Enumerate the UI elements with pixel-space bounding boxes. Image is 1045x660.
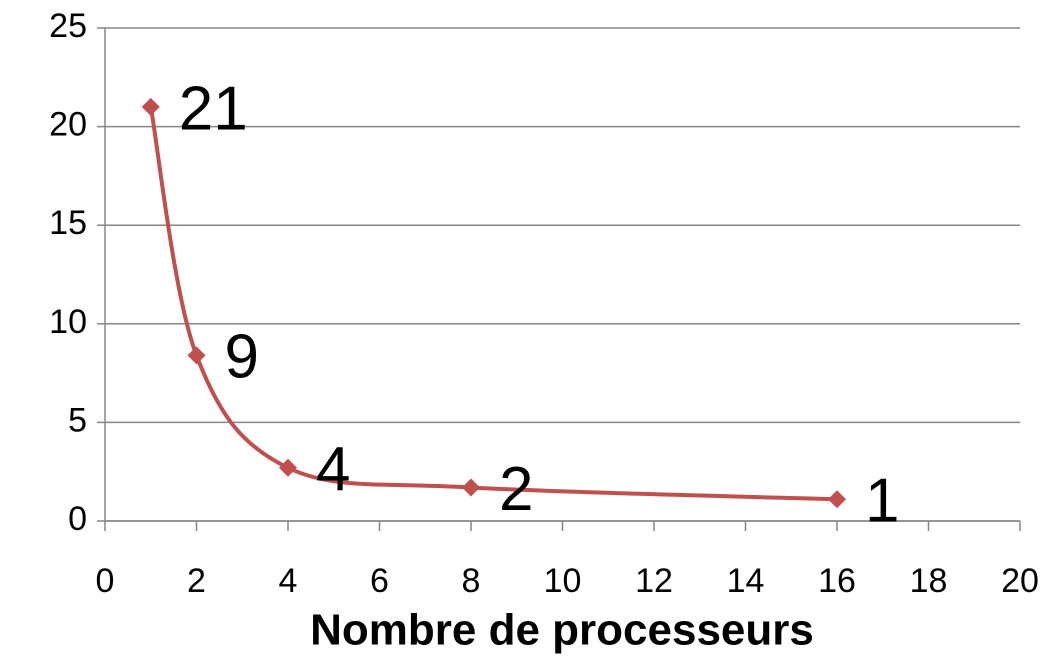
x-tick-label: 10 [544,562,582,600]
data-label: 21 [179,74,248,143]
x-tick-label: 2 [187,562,206,600]
data-label: 1 [865,467,899,536]
y-tick-label: 15 [49,204,87,242]
data-label: 9 [225,323,259,392]
x-tick-label: 8 [462,562,481,600]
data-point [279,458,297,477]
data-point [828,490,846,509]
x-tick-label: 14 [727,562,765,600]
series-line [148,106,838,502]
data-point [187,346,206,365]
x-tick-label: 20 [1001,562,1039,600]
y-tick-label: 25 [49,7,87,45]
data-point [141,97,160,116]
y-tick-label: 20 [49,106,87,144]
x-tick-label: 6 [370,562,389,600]
x-tick-label: 12 [635,562,673,600]
x-axis-label: Nombre de processeurs [310,606,814,655]
data-point [462,478,480,497]
y-tick-label: 5 [68,401,87,439]
data-label: 4 [316,435,350,504]
data-label: 2 [499,455,533,524]
y-tick-label: 10 [49,303,87,341]
x-tick-label: 4 [279,562,298,600]
x-tick-label: 0 [96,562,115,600]
x-tick-label: 16 [818,562,856,600]
x-tick-label: 18 [910,562,948,600]
y-tick-label: 0 [68,500,87,538]
